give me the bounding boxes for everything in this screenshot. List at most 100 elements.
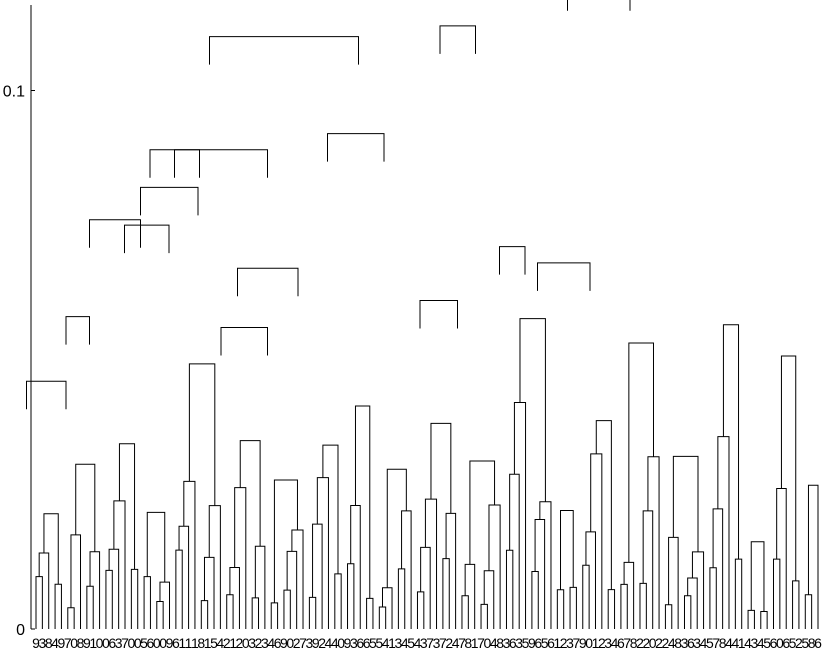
- dendrogram-link: [722, 324, 740, 560]
- leaf-label: 3: [420, 635, 428, 651]
- leaf-label: 4: [331, 635, 339, 651]
- leaf-label: 6: [770, 635, 778, 651]
- dendrogram-merge: [89, 219, 141, 248]
- leaf-label: 3: [604, 635, 612, 651]
- leaf-label: 9: [32, 635, 40, 651]
- dendrogram-link: [108, 548, 120, 629]
- dendrogram-link: [804, 594, 813, 629]
- leaf-label: 6: [356, 635, 364, 651]
- leaf-label: 6: [687, 635, 695, 651]
- leaf-label: 3: [394, 635, 402, 651]
- dendrogram-link: [366, 597, 374, 629]
- dendrogram-link: [203, 556, 215, 629]
- leaf-label: 1: [204, 635, 212, 651]
- dendrogram-link: [442, 558, 450, 629]
- leaf-label: 8: [719, 635, 727, 651]
- dendrogram-link: [401, 510, 412, 629]
- leaf-label: 1: [388, 635, 396, 651]
- leaf-label: 4: [401, 635, 409, 651]
- leaf-label: 6: [509, 635, 517, 651]
- leaf-label: 3: [433, 635, 441, 651]
- leaf-label: 3: [751, 635, 759, 651]
- leaf-label: 1: [229, 635, 237, 651]
- dendrogram-link: [582, 564, 590, 629]
- dendrogram-link: [381, 587, 393, 629]
- leaf-label: 1: [89, 635, 97, 651]
- leaf-label: 2: [318, 635, 326, 651]
- leaf-label: 4: [51, 635, 59, 651]
- leaf-label: 7: [573, 635, 581, 651]
- leaf-label: 7: [623, 635, 631, 651]
- leaf-label: 7: [121, 635, 129, 651]
- dendrogram-link: [647, 456, 660, 629]
- leaf-label: 4: [725, 635, 733, 651]
- leaf-label: 1: [592, 635, 600, 651]
- leaf-label: 5: [375, 635, 383, 651]
- dendrogram-link: [322, 444, 339, 574]
- leaf-label: 5: [789, 635, 797, 651]
- leaf-label: 0: [337, 635, 345, 651]
- dendrogram-link: [664, 604, 673, 629]
- leaf-label: 4: [267, 635, 275, 651]
- dendrogram-link: [312, 523, 323, 629]
- leaf-label: 6: [274, 635, 282, 651]
- dendrogram-merge: [174, 149, 268, 178]
- leaf-label: 4: [414, 635, 422, 651]
- leaf-label: 3: [566, 635, 574, 651]
- y-tick-label: 0: [16, 622, 25, 639]
- dendrogram-merge: [65, 316, 90, 345]
- leaf-label: 7: [458, 635, 466, 651]
- leaf-label: 7: [477, 635, 485, 651]
- leaf-labels: 9384970891006370056009611181542120323469…: [32, 635, 822, 651]
- leaf-label: 0: [153, 635, 161, 651]
- dendrogram-link: [350, 504, 361, 629]
- dendrogram-link: [717, 436, 730, 629]
- leaf-label: 6: [814, 635, 822, 651]
- leaf-label: 6: [534, 635, 542, 651]
- dendrogram-link: [386, 468, 407, 588]
- dendrogram-link: [556, 589, 565, 629]
- dendrogram-merge: [140, 186, 199, 216]
- dendrogram-link: [130, 568, 139, 629]
- dendrogram-link: [239, 440, 261, 547]
- dendrogram-link: [183, 480, 196, 629]
- leaf-label: 7: [712, 635, 720, 651]
- dendrogram-link: [531, 570, 539, 629]
- dendrogram-merge: [567, 0, 631, 11]
- dendrogram-link: [780, 355, 797, 581]
- dendrogram-link: [585, 531, 596, 629]
- leaf-label: 4: [700, 635, 708, 651]
- leaf-label: 8: [77, 635, 85, 651]
- dendrogram-link: [513, 401, 527, 629]
- leaf-label: 6: [782, 635, 790, 651]
- leaf-label: 6: [108, 635, 116, 651]
- leaf-label: 0: [776, 635, 784, 651]
- leaf-label: 8: [197, 635, 205, 651]
- leaf-label: 0: [483, 635, 491, 651]
- dendrogram-link: [54, 583, 62, 629]
- dendrogram-link: [420, 546, 431, 629]
- leaf-label: 4: [668, 635, 676, 651]
- dendrogram-link: [747, 609, 755, 629]
- dendrogram-link: [416, 591, 425, 629]
- dendrogram-link: [445, 512, 457, 629]
- dendrogram-links: [26, 0, 819, 629]
- leaf-label: 1: [553, 635, 561, 651]
- leaf-label: 3: [350, 635, 358, 651]
- leaf-label: 1: [185, 635, 193, 651]
- dendrogram-link: [75, 463, 96, 552]
- leaf-label: 1: [471, 635, 479, 651]
- dendrogram-link: [270, 602, 279, 629]
- dendrogram-link: [760, 610, 768, 629]
- dendrogram-link: [113, 500, 126, 629]
- dendrogram-link: [750, 541, 765, 612]
- leaf-label: 2: [598, 635, 606, 651]
- leaf-label: 8: [674, 635, 682, 651]
- leaf-label: 6: [172, 635, 180, 651]
- dendrogram-link: [595, 420, 612, 590]
- leaf-label: 4: [452, 635, 460, 651]
- leaf-label: 0: [102, 635, 110, 651]
- leaf-label: 3: [261, 635, 269, 651]
- leaf-label: 1: [191, 635, 199, 651]
